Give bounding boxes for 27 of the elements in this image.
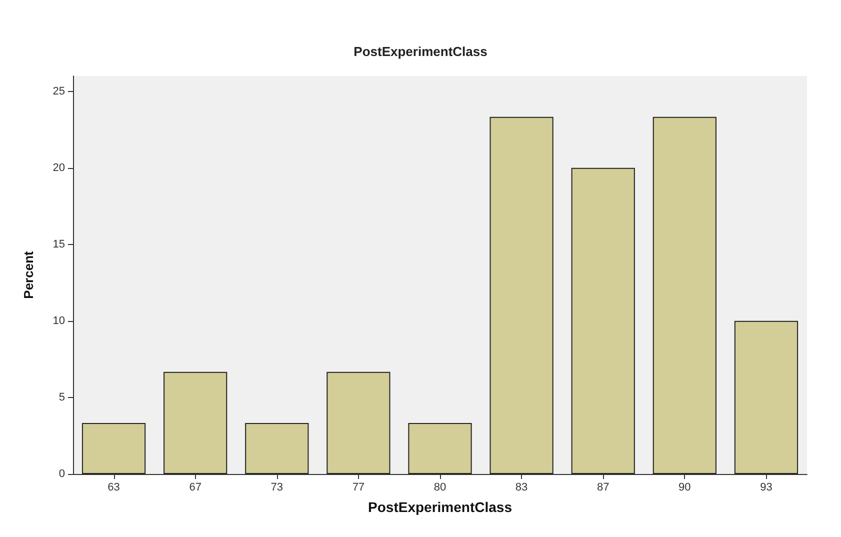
bar: [408, 423, 472, 474]
x-tick-label: 67: [189, 482, 202, 494]
y-tick-label: 20: [52, 162, 65, 174]
y-tick-label: 15: [52, 238, 65, 250]
x-tick-label: 93: [760, 482, 772, 494]
bar: [571, 168, 635, 474]
bar: [82, 423, 146, 474]
x-tick-label: 77: [352, 482, 365, 494]
y-tick-label: 5: [58, 391, 65, 404]
x-tick-label: 80: [434, 482, 446, 494]
bar: [164, 372, 228, 474]
x-tick-label: 87: [596, 482, 610, 494]
chart-title: PostExperimentClass: [354, 44, 488, 59]
x-axis-title: PostExperimentClass: [368, 499, 512, 515]
bar: [245, 423, 309, 474]
x-tick-label: 83: [515, 482, 528, 494]
bar: [734, 320, 798, 474]
x-tick-label: 63: [108, 482, 120, 494]
bar: [490, 116, 554, 474]
bar: [326, 372, 390, 474]
bar: [652, 116, 716, 474]
x-tick-label: 73: [270, 482, 284, 494]
x-tick-label: 90: [678, 482, 691, 494]
y-axis-title: Percent: [21, 250, 36, 299]
y-tick-label: 25: [52, 85, 65, 98]
y-tick-label: 0: [58, 468, 65, 480]
y-tick-label: 10: [52, 314, 65, 327]
